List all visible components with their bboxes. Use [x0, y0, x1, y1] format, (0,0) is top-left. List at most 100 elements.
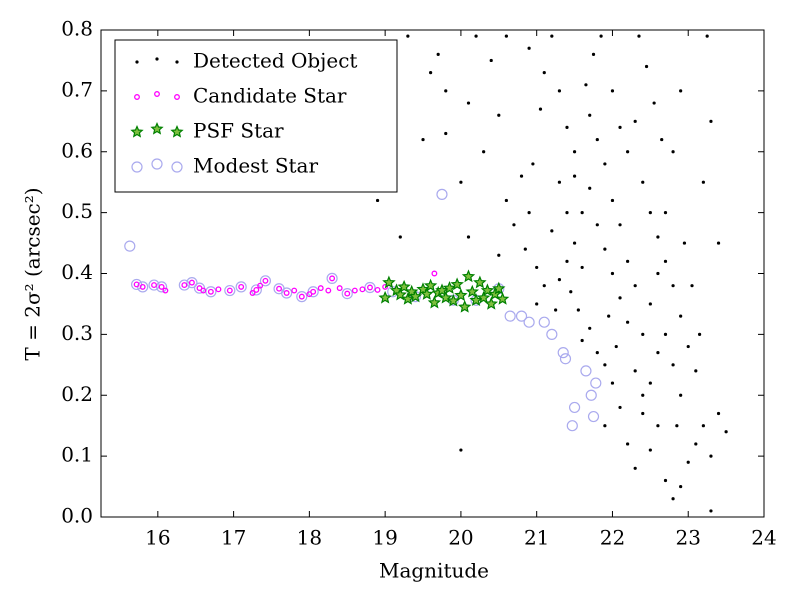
legend-label: Detected Object: [193, 49, 357, 73]
point: [716, 241, 721, 245]
point: [238, 283, 245, 290]
plot-frame: [100, 29, 765, 518]
point: [158, 283, 165, 290]
point: [709, 119, 713, 123]
point: [283, 290, 290, 296]
point: [679, 89, 683, 93]
point: [569, 290, 573, 294]
point: [523, 316, 535, 328]
point: [557, 89, 562, 93]
y-axis-label: T = 2σ² (arcsec²): [21, 187, 45, 360]
point: [566, 420, 578, 432]
point: [599, 34, 603, 38]
point: [200, 287, 207, 294]
point: [382, 275, 396, 289]
x-axis-label: Magnitude: [379, 559, 489, 583]
point: [310, 288, 317, 295]
point: [557, 180, 562, 184]
x-tick-label: 20: [448, 526, 473, 550]
point: [442, 281, 457, 294]
point: [250, 284, 262, 296]
x-tick-label: 18: [297, 526, 322, 550]
point: [423, 278, 438, 292]
point: [626, 320, 630, 324]
point: [595, 223, 599, 227]
point: [527, 46, 531, 50]
point: [151, 282, 157, 289]
point: [557, 277, 562, 282]
point: [281, 287, 293, 299]
point: [489, 58, 493, 63]
point: [538, 316, 550, 328]
point: [626, 442, 630, 446]
point: [572, 150, 577, 154]
point: [542, 71, 546, 75]
point: [364, 281, 376, 294]
y-tick-label: 0.0: [61, 504, 93, 528]
point: [344, 290, 351, 297]
point: [656, 271, 660, 276]
point: [546, 328, 558, 340]
point: [504, 34, 508, 38]
point: [682, 241, 687, 245]
point: [436, 52, 440, 56]
point: [465, 284, 480, 298]
point: [610, 89, 615, 93]
point: [382, 283, 389, 290]
point: [618, 405, 622, 410]
point: [512, 223, 516, 227]
point: [648, 448, 652, 452]
point: [701, 180, 705, 184]
y-tick-label: 0.8: [61, 17, 93, 41]
x-tick-label: 21: [524, 526, 549, 550]
point: [565, 211, 569, 215]
point: [397, 279, 411, 293]
point: [504, 310, 516, 322]
point: [610, 271, 615, 276]
point: [253, 286, 260, 293]
point: [473, 275, 487, 289]
point: [663, 259, 668, 263]
point: [431, 270, 438, 277]
point: [614, 344, 618, 349]
point: [535, 265, 539, 270]
legend-marker: [175, 60, 179, 64]
point: [454, 288, 468, 302]
x-tick-label: 16: [145, 526, 170, 550]
point: [435, 283, 449, 297]
point: [497, 113, 501, 117]
point: [694, 369, 698, 373]
point: [559, 353, 572, 365]
legend-marker: [170, 124, 184, 138]
point: [226, 287, 233, 294]
point: [482, 150, 486, 154]
point: [538, 107, 543, 111]
point: [644, 64, 649, 69]
point: [610, 198, 615, 203]
point: [148, 279, 160, 291]
point: [686, 344, 690, 349]
point: [565, 125, 569, 129]
point: [515, 310, 528, 322]
point: [249, 290, 256, 296]
point: [181, 282, 188, 289]
point: [656, 235, 660, 239]
y-tick-label: 0.2: [61, 382, 93, 406]
point: [610, 381, 615, 385]
legend-marker: [150, 121, 164, 135]
point: [162, 287, 169, 294]
point: [359, 286, 366, 293]
point: [709, 454, 713, 458]
point: [694, 442, 698, 446]
point: [671, 363, 675, 367]
point: [633, 284, 637, 288]
point: [572, 174, 577, 178]
point: [325, 287, 332, 294]
point: [484, 296, 498, 310]
point: [156, 281, 168, 293]
point: [262, 277, 269, 284]
point: [527, 211, 531, 215]
point: [709, 509, 713, 513]
y-tick-label: 0.6: [61, 138, 93, 162]
